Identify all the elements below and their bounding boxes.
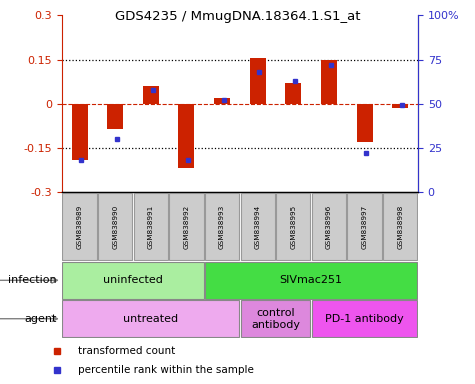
Text: infection: infection: [9, 275, 57, 285]
Text: untreated: untreated: [123, 314, 179, 324]
Bar: [276, 193, 310, 260]
Bar: [240, 300, 311, 337]
Text: GSM838992: GSM838992: [183, 204, 190, 249]
Text: SIVmac251: SIVmac251: [280, 275, 342, 285]
Bar: [63, 300, 239, 337]
Bar: [107, 104, 123, 129]
Bar: [312, 193, 346, 260]
Bar: [63, 262, 203, 299]
Text: GSM838993: GSM838993: [219, 204, 225, 249]
Text: GSM838995: GSM838995: [290, 204, 296, 249]
Text: GSM838998: GSM838998: [397, 204, 403, 249]
Text: GDS4235 / MmugDNA.18364.1.S1_at: GDS4235 / MmugDNA.18364.1.S1_at: [115, 10, 360, 23]
Text: agent: agent: [25, 314, 57, 324]
Bar: [134, 193, 168, 260]
Bar: [392, 104, 408, 108]
Text: percentile rank within the sample: percentile rank within the sample: [78, 365, 254, 375]
Text: GSM838989: GSM838989: [76, 204, 83, 249]
Bar: [205, 262, 418, 299]
Bar: [357, 104, 372, 142]
Bar: [285, 83, 301, 104]
Bar: [179, 104, 194, 169]
Bar: [98, 193, 132, 260]
Text: GSM838994: GSM838994: [255, 204, 261, 249]
Bar: [250, 58, 266, 104]
Text: uninfected: uninfected: [103, 275, 163, 285]
Text: GSM838991: GSM838991: [148, 204, 154, 249]
Bar: [321, 60, 337, 104]
Bar: [143, 86, 159, 104]
Bar: [347, 193, 382, 260]
Bar: [214, 98, 230, 104]
Bar: [240, 193, 275, 260]
Text: GSM838990: GSM838990: [112, 204, 118, 249]
Text: transformed count: transformed count: [78, 346, 176, 356]
Bar: [205, 193, 239, 260]
Bar: [72, 104, 87, 160]
Text: GSM838997: GSM838997: [361, 204, 368, 249]
Bar: [63, 193, 97, 260]
Bar: [312, 300, 418, 337]
Text: GSM838996: GSM838996: [326, 204, 332, 249]
Bar: [383, 193, 418, 260]
Bar: [169, 193, 203, 260]
Text: PD-1 antibody: PD-1 antibody: [325, 314, 404, 324]
Text: control
antibody: control antibody: [251, 308, 300, 329]
